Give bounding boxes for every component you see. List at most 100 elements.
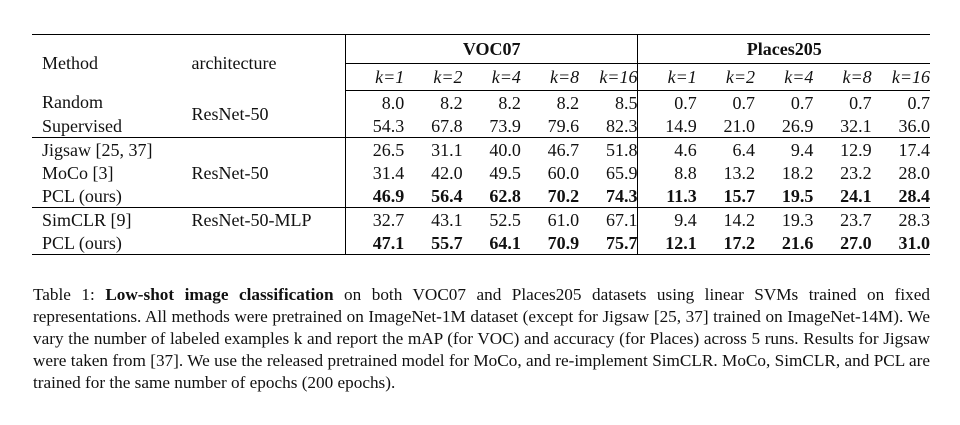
- value-cell: 32.7: [344, 207, 405, 231]
- value-cell: 75.7: [579, 231, 638, 255]
- value-cell: 51.8: [579, 137, 638, 161]
- architecture-cell: ResNet-50: [191, 103, 269, 124]
- value-cell: 8.8: [637, 161, 697, 184]
- header-voc07: VOC07: [344, 34, 638, 64]
- value-cell: 23.7: [813, 207, 872, 231]
- table-row: Random ResNet-50 8.0 8.2 8.2 8.2 8.5 0.7…: [32, 90, 931, 123]
- header-row-groups: Method architecture VOC07 Places205: [32, 34, 930, 91]
- value-cell: 52.5: [462, 207, 521, 231]
- method-cell: MoCo [3]: [42, 162, 114, 183]
- value-cell: 27.0: [813, 231, 872, 255]
- value-cell: 21.0: [723, 115, 756, 136]
- value-cell: 0.7: [849, 92, 872, 113]
- value-cell: 8.0: [344, 90, 405, 114]
- value-cell: 70.2: [547, 185, 580, 206]
- table-row: PCL (ours) 47.1 55.7 64.1 70.9 75.7 12.1…: [32, 231, 930, 255]
- method-cell: PCL (ours): [32, 231, 192, 255]
- value-cell: 23.2: [840, 162, 872, 183]
- method-cell: SimCLR [9]: [32, 207, 192, 231]
- value-cell: 17.2: [696, 231, 756, 255]
- value-cell: 21.6: [755, 231, 814, 255]
- method-cell: PCL (ours): [42, 185, 122, 206]
- value-cell: 26.9: [781, 115, 814, 136]
- value-cell: 73.9: [489, 115, 521, 136]
- method-cell: Jigsaw [25, 37]: [32, 137, 192, 161]
- value-cell: 65.9: [605, 162, 638, 183]
- table-row: PCL (ours) 46.9 56.4 62.8 70.2 74.3 11.3…: [32, 184, 930, 208]
- table-caption: Table 1: Low-shot image classification o…: [33, 284, 930, 394]
- value-cell: 19.3: [755, 207, 814, 231]
- architecture-cell: ResNet-50-MLP: [191, 207, 346, 231]
- k-label: k=2: [404, 63, 463, 91]
- value-cell: 46.7: [520, 137, 580, 161]
- value-cell: 24.1: [840, 185, 872, 206]
- value-cell: 70.9: [520, 231, 580, 255]
- table-row: Supervised 54.3 67.8 73.9 79.6 82.3 14.9…: [32, 114, 930, 138]
- value-cell: 67.1: [579, 207, 638, 231]
- value-cell: 55.7: [404, 231, 463, 255]
- value-cell: 54.3: [344, 114, 405, 138]
- header-row-k: k=1 k=2 k=4 k=8 k=16 k=1 k=2 k=4 k=8 k=1…: [32, 63, 930, 91]
- value-cell: 8.2: [556, 92, 580, 113]
- value-cell: 0.7: [790, 92, 814, 113]
- value-cell: 31.4: [344, 161, 405, 184]
- k-label: k=8: [813, 63, 872, 91]
- value-cell: 31.0: [871, 231, 930, 255]
- table-row: SimCLR [9] ResNet-50-MLP 32.7 43.1 52.5 …: [32, 207, 930, 231]
- value-cell: 62.8: [489, 185, 521, 206]
- value-cell: 18.2: [781, 162, 814, 183]
- value-cell: 64.1: [462, 231, 521, 255]
- value-cell: 11.3: [637, 184, 697, 208]
- header-method: Method: [32, 34, 192, 91]
- value-cell: 14.2: [696, 207, 756, 231]
- value-cell: 0.7: [907, 92, 931, 113]
- value-cell: 49.5: [489, 162, 521, 183]
- caption-title: Low-shot image classification: [105, 285, 334, 304]
- value-cell: 31.1: [404, 137, 463, 161]
- method-cell: Supervised: [42, 115, 122, 136]
- value-cell: 12.9: [813, 137, 872, 161]
- value-cell: 28.0: [898, 162, 931, 183]
- value-cell: 42.0: [431, 162, 463, 183]
- value-cell: 32.1: [840, 115, 872, 136]
- value-cell: 46.9: [344, 184, 405, 208]
- k-label: k=16: [871, 63, 930, 91]
- value-cell: 9.4: [755, 137, 814, 161]
- method-cell: Random: [42, 92, 103, 113]
- value-cell: 14.9: [637, 114, 697, 138]
- value-cell: 82.3: [605, 115, 638, 136]
- k-label: k=8: [520, 63, 580, 91]
- value-cell: 6.4: [696, 137, 756, 161]
- table-row: MoCo [3] 31.4 42.0 49.5 60.0 65.9 8.8 13…: [32, 161, 930, 184]
- value-cell: 15.7: [723, 185, 756, 206]
- value-cell: 0.7: [637, 90, 697, 114]
- value-cell: 61.0: [520, 207, 580, 231]
- value-cell: 0.7: [732, 92, 756, 113]
- value-cell: 8.2: [440, 92, 463, 113]
- k-label: k=1: [344, 63, 405, 91]
- value-cell: 43.1: [404, 207, 463, 231]
- value-cell: 60.0: [547, 162, 580, 183]
- value-cell: 26.5: [344, 137, 405, 161]
- value-cell: 47.1: [344, 231, 405, 255]
- value-cell: 8.5: [614, 92, 638, 113]
- caption-text: on both VOC07 and Places205 datasets usi…: [33, 285, 930, 392]
- architecture-cell: [191, 231, 346, 255]
- value-cell: 28.3: [871, 207, 930, 231]
- value-cell: 67.8: [431, 115, 463, 136]
- results-table: Method architecture VOC07 Places205 k=1 …: [32, 34, 930, 255]
- value-cell: 74.3: [605, 185, 638, 206]
- value-cell: 19.5: [781, 185, 814, 206]
- k-label: k=4: [755, 63, 814, 91]
- value-cell: 28.4: [898, 185, 931, 206]
- k-label: k=1: [637, 63, 697, 91]
- value-cell: 8.2: [498, 92, 521, 113]
- value-cell: 13.2: [723, 162, 756, 183]
- k-label: k=16: [579, 63, 638, 91]
- value-cell: 56.4: [431, 185, 463, 206]
- value-cell: 12.1: [637, 231, 697, 255]
- value-cell: 4.6: [637, 137, 697, 161]
- header-places205: Places205: [637, 34, 930, 64]
- value-cell: 79.6: [547, 115, 580, 136]
